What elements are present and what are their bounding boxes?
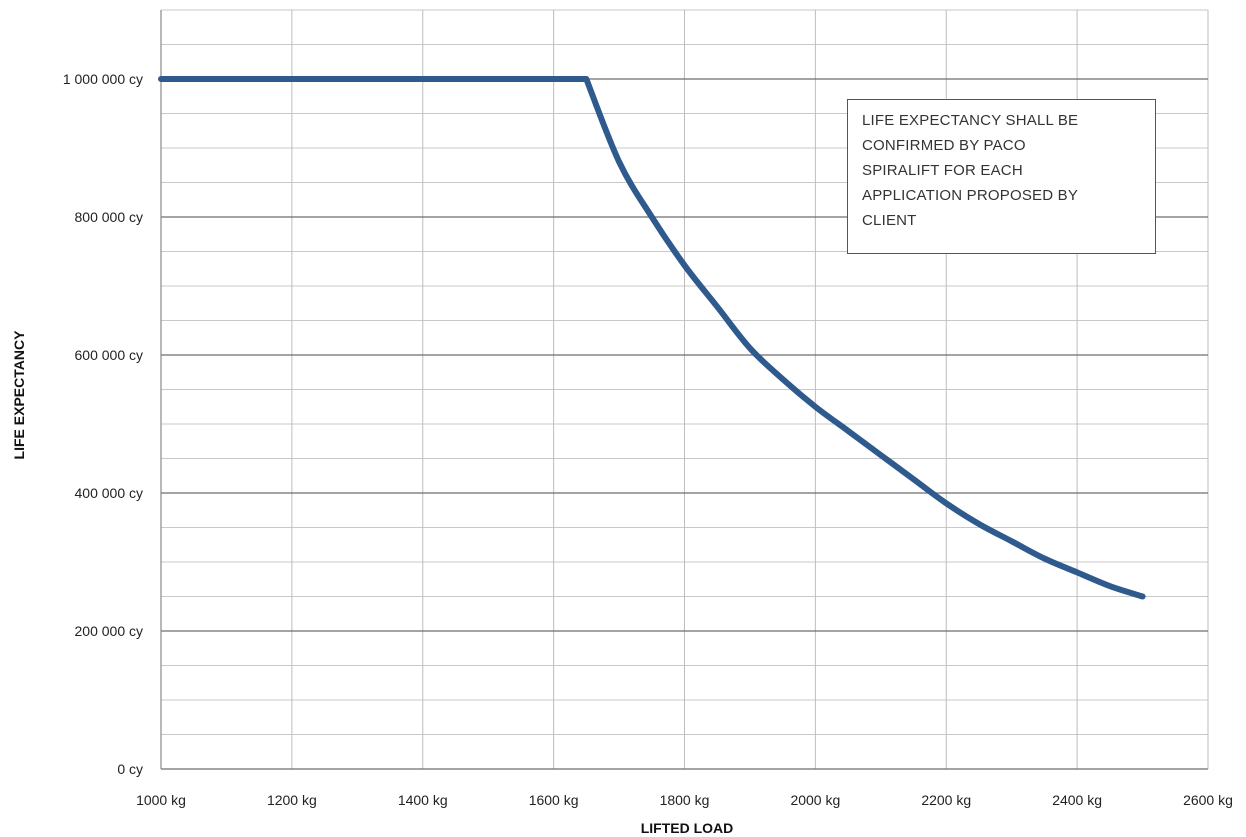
y-tick-label: 400 000 cy	[75, 485, 144, 501]
y-axis-title: LIFE EXPECTANCY	[11, 330, 27, 460]
y-tick-label: 0 cy	[117, 761, 143, 777]
annotation-box: LIFE EXPECTANCY SHALL BE CONFIRMED BY PA…	[847, 99, 1156, 254]
annotation-line: SPIRALIFT FOR EACH	[862, 162, 1023, 179]
annotation-line: LIFE EXPECTANCY SHALL BE	[862, 112, 1079, 129]
annotation-line: APPLICATION PROPOSED BY	[862, 187, 1079, 204]
x-tick-label: 1800 kg	[660, 792, 710, 808]
x-tick-label: 2600 kg	[1183, 792, 1233, 808]
annotation-line: CONFIRMED BY PACO	[862, 137, 1026, 154]
x-tick-label: 1400 kg	[398, 792, 448, 808]
major-gridlines	[160, 10, 1208, 770]
x-axis-tick-labels: 1000 kg 1200 kg 1400 kg 1600 kg 1800 kg 2000 …	[136, 792, 1233, 808]
y-tick-label: 800 000 cy	[75, 209, 144, 225]
x-tick-label: 1000 kg	[136, 792, 186, 808]
y-tick-label: 1 000 000 cy	[63, 71, 143, 87]
series-line	[158, 76, 1146, 600]
x-tick-label: 2200 kg	[921, 792, 971, 808]
x-tick-label: 1600 kg	[529, 792, 579, 808]
x-tick-label: 2400 kg	[1052, 792, 1102, 808]
series-layer	[158, 76, 1146, 600]
annotation-line: CLIENT	[862, 212, 917, 229]
y-tick-label: 600 000 cy	[75, 347, 144, 363]
y-axis-tick-labels: 0 cy 200 000 cy 400 000 cy 600 000 cy 800 00…	[63, 71, 143, 777]
x-tick-label: 1200 kg	[267, 792, 317, 808]
x-axis-title: LIFTED LOAD	[641, 820, 734, 836]
x-tick-label: 2000 kg	[790, 792, 840, 808]
y-tick-label: 200 000 cy	[75, 623, 144, 639]
